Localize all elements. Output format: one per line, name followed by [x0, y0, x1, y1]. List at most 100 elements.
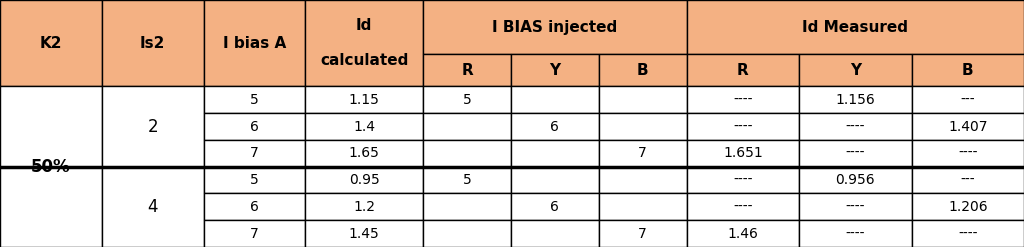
Bar — [204, 113, 305, 140]
Text: 2: 2 — [147, 118, 158, 136]
Text: Y: Y — [549, 63, 560, 78]
Bar — [799, 140, 911, 167]
Text: B: B — [962, 63, 974, 78]
Bar — [799, 86, 911, 113]
Text: B: B — [637, 63, 648, 78]
Text: 1.65: 1.65 — [349, 146, 380, 160]
Text: ----: ---- — [846, 226, 865, 241]
Text: 6: 6 — [250, 120, 259, 134]
Bar — [599, 167, 687, 193]
Text: 7: 7 — [250, 226, 259, 241]
Bar — [687, 0, 1024, 54]
Bar — [799, 167, 911, 193]
Text: Y: Y — [850, 63, 861, 78]
Bar — [687, 193, 799, 220]
Text: R: R — [737, 63, 749, 78]
Text: 1.4: 1.4 — [353, 120, 375, 134]
Bar — [423, 113, 511, 140]
Text: 1.156: 1.156 — [836, 93, 876, 107]
Text: 1.46: 1.46 — [727, 226, 758, 241]
Text: 1.2: 1.2 — [353, 200, 375, 214]
Bar — [799, 113, 911, 140]
Bar — [423, 220, 511, 247]
Bar — [911, 193, 1024, 220]
Text: ---: --- — [961, 93, 975, 107]
Bar — [911, 86, 1024, 113]
Text: 5: 5 — [250, 93, 259, 107]
Text: 0.956: 0.956 — [836, 173, 876, 187]
Bar — [911, 167, 1024, 193]
Text: ----: ---- — [733, 200, 753, 214]
Bar — [511, 86, 599, 113]
Bar — [101, 0, 204, 86]
Bar — [599, 140, 687, 167]
Bar — [911, 140, 1024, 167]
Bar — [911, 113, 1024, 140]
Text: R: R — [461, 63, 473, 78]
Bar — [511, 220, 599, 247]
Bar — [204, 220, 305, 247]
Bar — [204, 0, 305, 86]
Bar — [305, 220, 423, 247]
Bar — [511, 54, 599, 86]
Text: I bias A: I bias A — [223, 36, 286, 51]
Text: ----: ---- — [958, 226, 978, 241]
Text: Is2: Is2 — [140, 36, 165, 51]
Bar — [599, 193, 687, 220]
Text: 6: 6 — [250, 200, 259, 214]
Text: Id Measured: Id Measured — [802, 20, 908, 35]
Text: ----: ---- — [846, 146, 865, 160]
Bar — [423, 54, 511, 86]
Bar — [599, 220, 687, 247]
Bar — [305, 193, 423, 220]
Text: 5: 5 — [250, 173, 259, 187]
Bar — [511, 140, 599, 167]
Bar — [511, 167, 599, 193]
Text: ----: ---- — [846, 200, 865, 214]
Text: 7: 7 — [638, 146, 647, 160]
Bar — [305, 140, 423, 167]
Text: ---: --- — [961, 173, 975, 187]
Text: ----: ---- — [958, 146, 978, 160]
Bar — [204, 140, 305, 167]
Text: 1.45: 1.45 — [349, 226, 380, 241]
Bar — [687, 140, 799, 167]
Bar — [911, 54, 1024, 86]
Bar — [423, 86, 511, 113]
Bar — [911, 220, 1024, 247]
Text: K2: K2 — [40, 36, 62, 51]
Bar — [0, 0, 101, 86]
Text: 6: 6 — [551, 200, 559, 214]
Bar — [799, 54, 911, 86]
Bar — [204, 86, 305, 113]
Text: 1.651: 1.651 — [723, 146, 763, 160]
Text: Id

calculated: Id calculated — [319, 18, 409, 68]
Bar — [305, 167, 423, 193]
Bar — [423, 193, 511, 220]
Text: ----: ---- — [733, 120, 753, 134]
Bar — [423, 140, 511, 167]
Bar — [305, 86, 423, 113]
Bar — [101, 86, 204, 167]
Text: I BIAS injected: I BIAS injected — [493, 20, 617, 35]
Bar — [305, 113, 423, 140]
Text: 50%: 50% — [31, 158, 71, 176]
Text: ----: ---- — [733, 173, 753, 187]
Text: 1.206: 1.206 — [948, 200, 987, 214]
Bar — [687, 220, 799, 247]
Text: 5: 5 — [463, 93, 471, 107]
Text: 7: 7 — [638, 226, 647, 241]
Bar — [799, 220, 911, 247]
Text: 6: 6 — [551, 120, 559, 134]
Text: 4: 4 — [147, 198, 158, 216]
Bar — [687, 54, 799, 86]
Bar — [599, 113, 687, 140]
Bar — [599, 54, 687, 86]
Text: 5: 5 — [463, 173, 471, 187]
Text: ----: ---- — [846, 120, 865, 134]
Text: 1.15: 1.15 — [349, 93, 380, 107]
Bar — [687, 86, 799, 113]
Bar — [204, 167, 305, 193]
Bar — [423, 0, 687, 54]
Bar — [511, 193, 599, 220]
